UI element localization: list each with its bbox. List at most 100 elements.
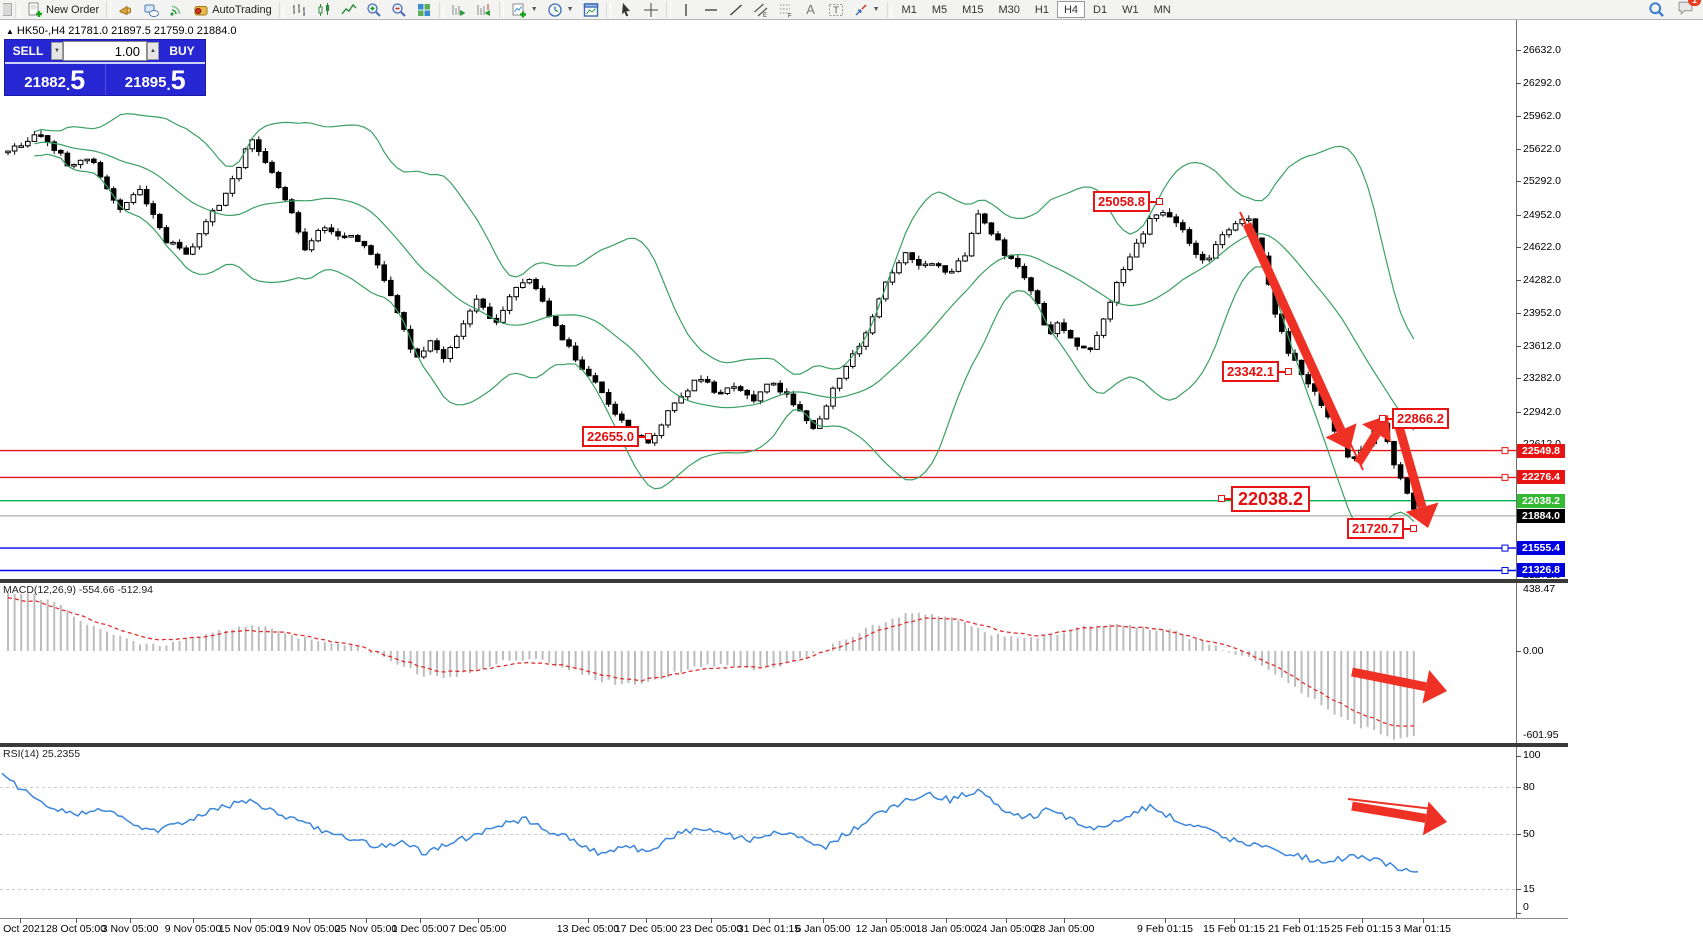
virtual-hosting-button[interactable] [139,1,163,19]
timeframe-m30-button[interactable]: M30 [992,1,1027,18]
timeframe-m5-button[interactable]: M5 [925,1,954,18]
time-axis-label: 23 Dec 05:00 [679,923,743,935]
time-axis-label: 9 Nov 05:00 [164,923,222,935]
toolbar-separator [15,1,20,18]
volume-input[interactable] [63,41,147,61]
crosshair-tool-button[interactable] [639,1,663,19]
buy-button[interactable]: BUY [159,40,205,62]
bar-chart-mode-button[interactable] [287,1,311,19]
time-tick-mark [1234,918,1235,923]
price-tick-mark [1516,345,1521,347]
bid-dot: . [66,77,71,94]
annotation-price-label[interactable]: 22038.2 [1217,486,1311,512]
time-axis-label: 25 Feb 01:15 [1331,923,1393,935]
bid-price: 21882. 5 [5,64,106,95]
annotation-price-label[interactable]: 25058.8 [1093,191,1163,212]
annotation-price-label[interactable]: 22866.2 [1379,408,1449,429]
news-button[interactable] [114,1,138,19]
price-tick-label: 23952.0 [1523,306,1561,319]
auto-scroll-icon [452,4,466,16]
autotrading-label: AutoTrading [212,3,272,16]
macd-indicator-label: MACD(12,26,9) -554.66 -512.94 [3,584,153,596]
line-chart-mode-button[interactable] [337,1,361,19]
zoom-out-button[interactable] [387,1,411,19]
price-tick-label: 22942.0 [1523,405,1561,418]
timeframe-mn-button[interactable]: MN [1147,1,1178,18]
zoom-in-button[interactable] [362,1,386,19]
time-tick-mark [76,918,77,923]
timeframe-m15-button[interactable]: M15 [955,1,990,18]
new-chart-button[interactable]: ▼ [507,1,542,19]
toolbar-separator [605,1,611,18]
vertical-line-tool-button[interactable] [674,1,698,19]
time-axis-label: 13 Dec 05:00 [556,923,620,935]
equidistant-channel-icon: E [753,3,767,18]
time-axis-label: 15 Nov 05:00 [218,923,282,935]
trendline-tool-button[interactable] [724,1,748,19]
price-tick-mark [1516,181,1521,183]
svg-text:T: T [833,5,839,16]
price-tick-label: 25962.0 [1523,109,1561,122]
rsi-tick-mark [1516,912,1521,914]
bid-frac: 5 [70,65,86,96]
timeframe-m1-button[interactable]: M1 [895,1,924,18]
sell-button[interactable]: SELL [5,40,51,62]
shapes-tool-button[interactable]: ▼ [849,1,884,19]
price-tick-mark [1516,214,1521,216]
tile-windows-button[interactable] [412,1,436,19]
trendline-icon [729,3,742,16]
time-axis-label: 3 Nov 05:00 [101,923,159,935]
new-order-button[interactable]: New Order [23,1,103,19]
price-tick-label: 25622.0 [1523,142,1561,155]
annotation-price-label[interactable]: 23342.1 [1222,361,1292,382]
fibonacci-tool-button[interactable]: F [774,1,798,19]
volume-increase-button[interactable]: ▲ [147,42,159,60]
timeframe-h4-button[interactable]: H4 [1056,1,1086,18]
rsi-axis-label: 80 [1523,780,1535,793]
equidistant-channel-tool-button[interactable]: E [749,1,773,19]
symbol-ohlc-text: HK50-,H4 21781.0 21897.5 21759.0 21884.0 [16,25,237,37]
svg-text:E: E [763,13,767,18]
new-chart-icon [512,3,526,17]
auto-scroll-button[interactable] [447,1,471,19]
timeframe-h1-button[interactable]: H1 [1028,1,1056,18]
collapse-arrow-icon[interactable]: ▲ [6,27,14,36]
horizontal-line-tool-button[interactable] [699,1,723,19]
ask-dot: . [166,77,171,94]
time-axis-label: 25 Nov 05:00 [334,923,398,935]
time-tick-mark [1362,918,1363,923]
annotation-price-label[interactable]: 21720.7 [1347,518,1417,539]
arrow-shapes-icon [855,4,867,15]
autotrading-button[interactable]: AutoTrading [189,1,276,19]
time-tick-mark [1299,918,1300,923]
text-label-tool-button[interactable]: T [824,1,848,19]
chart-shift-button[interactable] [472,1,496,19]
timeframe-w1-button[interactable]: W1 [1115,1,1146,18]
signals-button[interactable] [164,1,188,19]
timeframe-d1-button[interactable]: D1 [1086,1,1114,18]
cursor-tool-button[interactable] [614,1,638,19]
time-axis-label: 6 Jan 05:00 [795,923,851,935]
rsi-axis-label: 15 [1523,882,1535,895]
candlestick-mode-button[interactable] [312,1,336,19]
annotation-price-label[interactable]: 22655.0 [582,426,652,447]
time-tick-mark [1064,918,1065,923]
line-chart-icon [341,3,357,14]
tile-windows-icon [417,3,430,16]
rsi-axis-label: 0 [1523,901,1529,913]
text-tool-button[interactable]: A [799,1,823,19]
time-tick-mark [946,918,947,923]
chart-window-button[interactable] [579,1,603,19]
rsi-axis-label: 50 [1523,828,1535,840]
volume-decrease-button[interactable]: ▼ [51,42,63,60]
chat-button[interactable]: 1 [1677,0,1701,21]
rsi-panel-separator[interactable] [0,743,1568,747]
search-button[interactable] [1644,1,1669,19]
virtual-hosting-icon [144,4,160,17]
profiles-button[interactable]: ▼ [543,1,578,19]
macd-panel-separator[interactable] [0,579,1568,583]
price-tick-mark [1516,280,1521,282]
price-axis-line [1516,20,1517,918]
time-tick-mark [823,918,824,923]
